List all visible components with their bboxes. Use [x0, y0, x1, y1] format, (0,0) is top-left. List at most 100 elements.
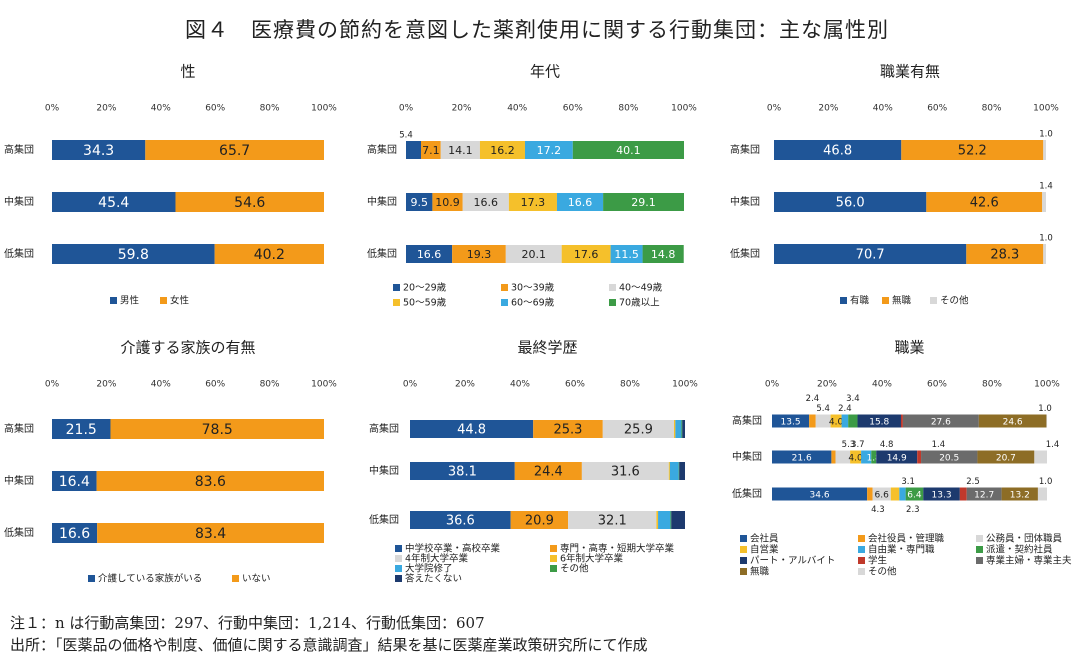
legend-swatch — [393, 284, 400, 291]
chart-title: 性 — [180, 63, 195, 81]
x-tick-label: 40% — [151, 380, 171, 390]
data-label: 20.1 — [521, 248, 546, 261]
bar-segment — [581, 462, 669, 480]
legend-swatch — [501, 284, 508, 291]
chart-title: 最終学歴 — [517, 339, 577, 357]
bar-segment — [671, 511, 685, 529]
legend-swatch — [501, 299, 508, 306]
data-label: 16.6 — [474, 196, 499, 209]
bar-segment — [110, 419, 324, 439]
x-tick-label: 40% — [151, 104, 171, 114]
chart-title: 職業有無 — [880, 63, 940, 81]
bar-segment — [1034, 450, 1047, 464]
data-label: 83.4 — [195, 526, 226, 542]
legend-label: 無職 — [892, 295, 912, 307]
legend-swatch — [858, 535, 865, 542]
data-label: 29.1 — [631, 196, 656, 209]
data-label: 59.8 — [118, 247, 149, 263]
data-label: 21.5 — [66, 422, 97, 438]
bar-segment — [809, 414, 816, 428]
legend-label: 6年制大学卒業 — [560, 553, 624, 565]
bar-segment — [421, 141, 441, 159]
legend-swatch — [232, 575, 239, 582]
annotation-label: 3.1 — [901, 477, 915, 487]
x-tick-label: 100% — [1034, 380, 1060, 390]
data-label: 4.0 — [829, 418, 844, 428]
x-tick-label: 20% — [817, 380, 837, 390]
data-label: 38.1 — [448, 465, 477, 480]
annotation-label: 3.4 — [846, 394, 860, 404]
bar-segment — [675, 420, 682, 438]
bar-segment — [774, 140, 902, 160]
legend-label: 無職 — [750, 566, 770, 578]
annotation-label: 1.0 — [1039, 130, 1053, 140]
bar-segment — [669, 462, 679, 480]
chart-occupation: 職業 0% 20% 40% 60% 80% 100% 高集団 13.5 4.0 15.8 27.6 24… — [732, 339, 1072, 578]
bar-segment — [857, 414, 901, 428]
category-label: 高集団 — [367, 143, 397, 156]
legend-swatch — [840, 297, 847, 304]
legend-swatch — [858, 557, 865, 564]
bar-segment — [52, 419, 111, 439]
annotation-label: 1.4 — [1039, 182, 1053, 192]
x-tick-label: 80% — [982, 104, 1002, 114]
bar-segment — [145, 140, 324, 160]
bar-segment — [406, 141, 422, 159]
legend-label: 70歳以上 — [619, 297, 660, 309]
category-label: 低集団 — [730, 247, 760, 260]
data-label: 34.3 — [83, 143, 114, 159]
legend-swatch — [609, 284, 616, 291]
x-tick-label: 60% — [565, 380, 585, 390]
data-label: 15.8 — [869, 418, 889, 428]
bar-segment — [966, 487, 1002, 501]
x-tick-label: 0% — [765, 380, 780, 390]
data-label: 25.9 — [624, 423, 653, 438]
legend-label: その他 — [940, 295, 969, 307]
bar-segment — [871, 450, 877, 464]
bar-segment — [410, 420, 534, 438]
bar-segment — [923, 487, 960, 501]
data-label: 16.6 — [417, 248, 442, 261]
x-tick-label: 0% — [767, 104, 782, 114]
x-tick-label: 40% — [873, 104, 893, 114]
bar-segment — [406, 245, 453, 263]
x-tick-label: 80% — [982, 380, 1002, 390]
bar-segment — [848, 414, 858, 428]
bar-segment — [670, 511, 672, 529]
data-label: 1.8 — [867, 454, 882, 464]
bar-segment — [774, 192, 927, 212]
bar-segment — [921, 450, 978, 464]
bar-segment — [505, 245, 562, 263]
legend-label: 答えたくない — [405, 573, 462, 585]
bar-segment — [479, 141, 525, 159]
legend-label: 男性 — [120, 295, 140, 307]
data-label: 34.6 — [810, 491, 830, 501]
x-tick-label: 20% — [96, 104, 116, 114]
data-label: 83.6 — [195, 474, 226, 490]
category-label: 低集団 — [4, 247, 34, 260]
bar-segment — [679, 462, 685, 480]
bar-segment — [568, 511, 657, 529]
data-label: 16.6 — [568, 196, 593, 209]
bar-segment — [533, 420, 603, 438]
data-label: 45.4 — [98, 195, 129, 211]
data-label: 36.6 — [446, 514, 475, 529]
bar-segment — [681, 420, 683, 438]
bar-segment — [668, 462, 670, 480]
data-label: 16.6 — [59, 526, 90, 542]
legend-label: 20～29歳 — [403, 282, 447, 294]
chart-education: 最終学歴 0% 20% 40% 60% 80% 100% 高集団 44.8 25.3 25.9 中集団… — [369, 339, 698, 585]
legend-label: 女性 — [170, 295, 190, 307]
data-label: 44.8 — [457, 423, 486, 438]
bar-segment — [902, 414, 979, 428]
annotation-label: 2.4 — [838, 404, 852, 414]
legend-swatch — [88, 575, 95, 582]
x-tick-label: 100% — [671, 104, 697, 114]
x-tick-label: 40% — [872, 380, 892, 390]
bar-segment — [850, 450, 862, 464]
category-label: 低集団 — [367, 247, 397, 260]
x-tick-label: 60% — [205, 380, 225, 390]
data-label: 46.8 — [823, 144, 852, 159]
data-label: 12.7 — [974, 491, 994, 501]
bar-segment — [900, 414, 903, 428]
